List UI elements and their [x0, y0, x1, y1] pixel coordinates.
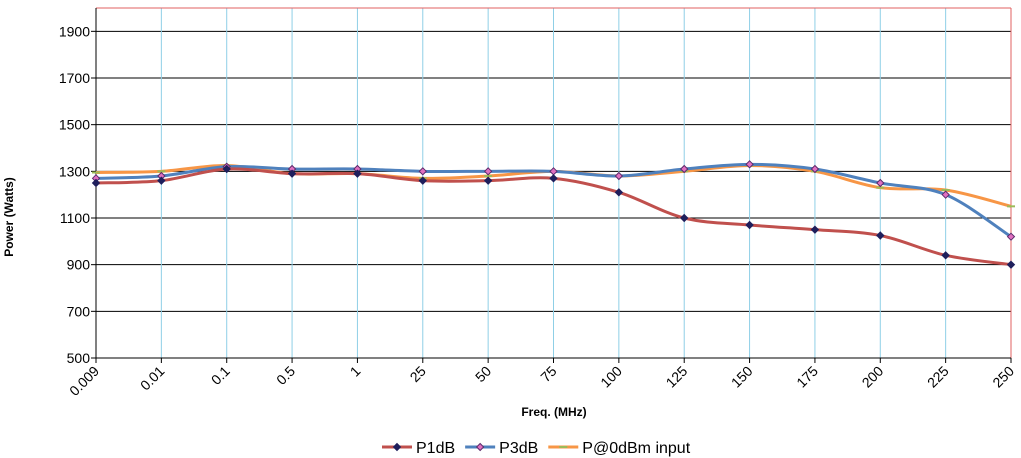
y-tick-label: 500	[67, 350, 91, 366]
data-point	[680, 213, 689, 223]
legend-marker	[475, 442, 485, 452]
data-point	[418, 176, 427, 185]
data-point	[418, 167, 427, 176]
x-tick-label: 25	[407, 363, 429, 385]
data-point	[614, 188, 624, 197]
data-point	[353, 169, 362, 178]
y-tick-label: 1100	[60, 210, 90, 226]
y-tick-label: 1300	[59, 163, 90, 179]
legend-label: P3dB	[499, 440, 538, 457]
legend-item: P3dB	[465, 440, 538, 457]
data-point	[680, 164, 689, 174]
data-point	[745, 220, 754, 230]
y-tick-label: 700	[67, 303, 91, 319]
series-p3db	[91, 160, 1016, 241]
data-point	[745, 160, 754, 169]
x-tick-label: 0.009	[66, 363, 102, 399]
y-tick-label: 1900	[59, 23, 90, 39]
legend-marker	[392, 442, 402, 452]
data-point	[1006, 260, 1016, 269]
x-tick-label: 250	[989, 363, 1017, 391]
x-tick-label: 75	[537, 363, 559, 385]
x-tick-label: 0.01	[137, 363, 168, 394]
data-point	[483, 176, 493, 185]
x-tick-label: 225	[924, 363, 952, 391]
x-tick-label: 50	[472, 363, 494, 385]
legend: P1dB P3dB P@0dBm input	[382, 440, 691, 457]
series-layer	[91, 160, 1016, 269]
x-tick-label: 200	[859, 363, 887, 391]
x-tick-label: 0.5	[273, 363, 298, 388]
data-point	[1006, 232, 1016, 241]
data-point	[941, 251, 950, 260]
legend-label: P@0dBm input	[582, 440, 690, 457]
x-axis-title: Freq. (MHz)	[521, 405, 586, 419]
y-tick-label: 1700	[59, 70, 90, 86]
data-point	[91, 178, 101, 188]
data-point	[549, 167, 558, 176]
data-point	[876, 231, 885, 240]
x-tick-label: 175	[793, 363, 821, 391]
x-tick-label: 0.1	[208, 363, 233, 388]
data-point	[941, 190, 950, 199]
x-tick-label: 150	[728, 363, 756, 391]
series-p1db	[91, 164, 1016, 269]
data-point	[222, 164, 231, 174]
legend-item: P1dB	[382, 440, 455, 457]
y-axis-title: Power (Watts)	[2, 177, 16, 257]
data-point	[810, 225, 820, 234]
legend-item: P@0dBm input	[548, 440, 691, 457]
x-tick-label: 100	[597, 363, 625, 391]
x-tick-label: 125	[663, 363, 691, 391]
x-tick-label: 1	[347, 363, 364, 380]
data-point	[483, 167, 493, 176]
legend-label: P1dB	[416, 440, 455, 457]
data-point	[287, 169, 297, 178]
data-point	[614, 171, 624, 181]
data-point	[810, 164, 820, 174]
data-point	[157, 176, 166, 185]
data-point	[876, 178, 885, 188]
data-point	[549, 174, 558, 183]
y-tick-label: 900	[67, 257, 91, 273]
y-tick-label: 1500	[59, 117, 90, 133]
